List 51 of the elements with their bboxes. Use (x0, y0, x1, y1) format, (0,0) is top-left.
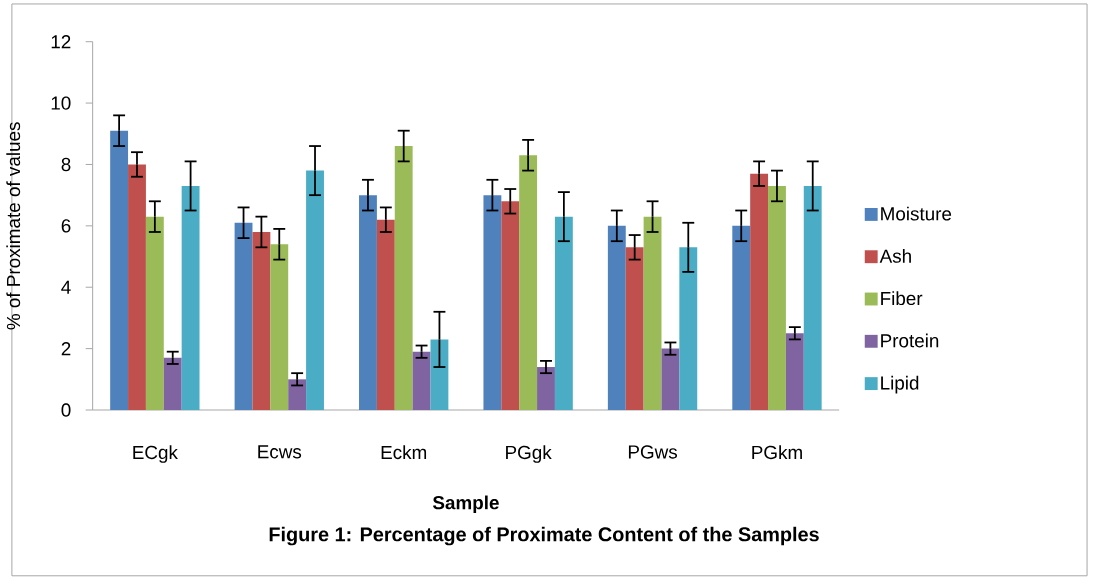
bar (145, 216, 164, 411)
y-axis-title: % of Proximate of values (6, 122, 21, 330)
bar (270, 244, 289, 411)
legend-label: Lipid (881, 375, 919, 394)
bar (785, 333, 804, 411)
bar (483, 195, 502, 411)
legend-label: Moisture (881, 206, 952, 221)
bar (501, 201, 520, 411)
x-axis-title: Sample (432, 495, 499, 514)
bar (661, 348, 680, 411)
bar (252, 232, 271, 411)
y-tick-label: 8 (61, 157, 71, 172)
legend-label: Ash (879, 249, 911, 263)
bar (643, 216, 662, 411)
bar (110, 130, 129, 411)
x-tick-label: PGws (628, 445, 678, 459)
bar (394, 146, 413, 411)
bar (234, 222, 253, 411)
y-tick-label: 2 (61, 342, 71, 356)
bar (376, 219, 395, 411)
bar (803, 186, 822, 411)
bar (306, 170, 324, 411)
y-tick-label: 0 (61, 403, 71, 417)
bar (181, 186, 200, 411)
x-tick-label: Ecws (258, 445, 302, 459)
bar (288, 379, 307, 411)
legend-label: Fiber (881, 291, 923, 306)
bar (625, 247, 644, 411)
bar (519, 155, 538, 411)
bar (412, 351, 431, 411)
bar (554, 216, 573, 411)
x-tick-label: Eckm (381, 445, 427, 460)
bar (359, 195, 377, 411)
text: Figure 1: Percentage of Proximate Content of the Samples (269, 526, 819, 546)
y-tick-label: 4 (61, 280, 71, 294)
y-tick-label: 10 (51, 96, 71, 110)
y-tick-label: 12 (51, 35, 71, 49)
y-tick-label: 6 (61, 219, 71, 233)
bar (768, 186, 786, 411)
x-tick-label: PGkm (752, 445, 802, 460)
bar (537, 367, 555, 411)
bar (732, 225, 751, 411)
bar (607, 225, 626, 411)
legend-label: Protein (881, 333, 939, 348)
x-tick-label: PGgk (506, 445, 552, 463)
x-tick-label: ECgk (133, 445, 178, 463)
bar (128, 164, 146, 411)
bar (163, 357, 182, 411)
bar (430, 339, 449, 411)
bar (679, 247, 698, 411)
bar (750, 173, 769, 411)
